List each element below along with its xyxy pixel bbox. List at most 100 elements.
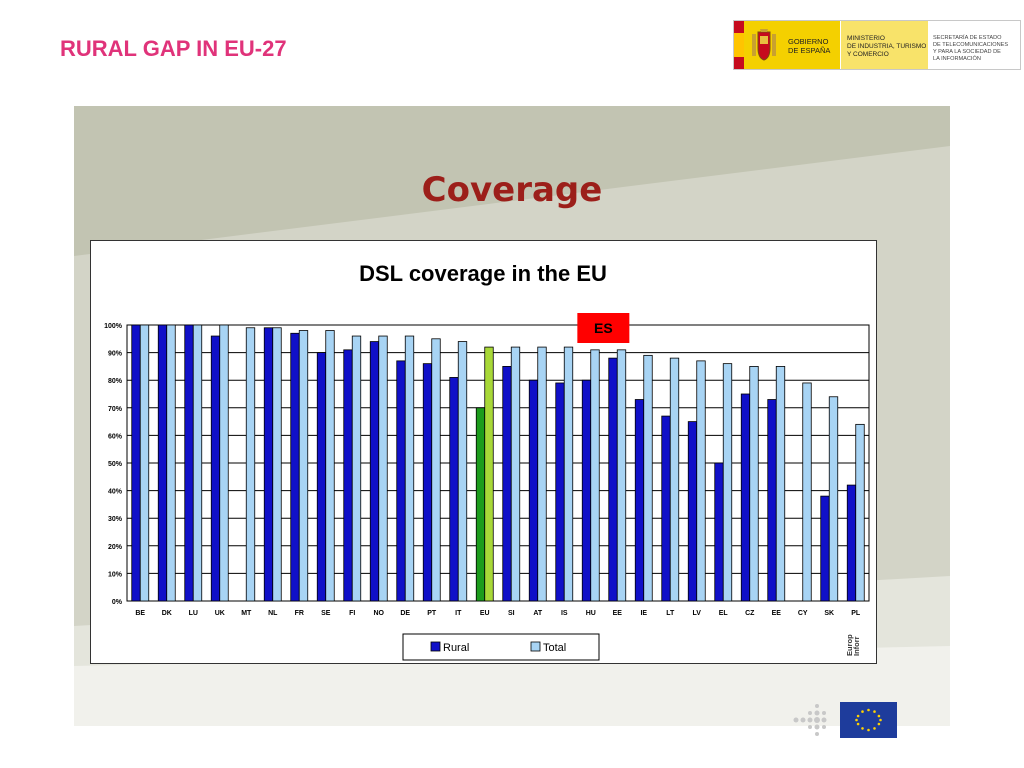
y-tick-label: 60%	[108, 433, 123, 440]
bar-rural	[687, 421, 698, 602]
y-tick-label: 70%	[108, 406, 123, 413]
bar-rural	[608, 357, 618, 602]
legend-swatch	[430, 641, 441, 652]
bar-rural	[767, 399, 777, 602]
bar-rural	[820, 495, 830, 602]
spain-flag-icon	[734, 21, 744, 69]
europe-information-label: Europ Inforr	[845, 634, 861, 656]
x-tick-label: HU	[586, 610, 596, 617]
bar-total	[378, 335, 388, 602]
dot-pattern-icon	[793, 704, 827, 736]
bar-rural	[714, 462, 724, 602]
bar-total	[298, 330, 309, 602]
panel-title: Coverage	[421, 170, 603, 210]
x-tick-label: LV	[693, 610, 702, 617]
y-tick-label: 80%	[108, 378, 123, 385]
bar-rural	[740, 393, 751, 602]
bar-total	[484, 346, 494, 602]
bar-total	[192, 324, 203, 602]
x-tick-label: DE	[400, 610, 410, 617]
bar-total	[219, 324, 229, 602]
legend-swatch	[530, 641, 541, 652]
logo-secretaria-text: SECRETARÍA DE ESTADO DE TELECOMUNICACION…	[928, 21, 1020, 69]
chart-container: DSL coverage in the EU 0% 10% 20% 30% 40% 50% 6…	[90, 240, 877, 664]
logo-gobierno-text: GOBIERNO DE ESPAÑA	[784, 21, 840, 69]
bar-rural	[210, 335, 221, 602]
logo-ministerio-text: MINISTERIO DE INDUSTRIA, TURISMO Y COMER…	[840, 21, 928, 69]
y-tick-label: 90%	[108, 351, 123, 358]
bar-total	[563, 346, 574, 602]
x-tick-label: CZ	[745, 610, 755, 617]
bar-total	[404, 335, 415, 602]
x-tick-label: SK	[824, 610, 834, 617]
bar-total	[457, 341, 468, 602]
x-tick-label: EE	[772, 610, 782, 617]
bar-rural	[343, 349, 353, 602]
plot-area-border	[126, 324, 870, 602]
x-tick-label: IS	[561, 610, 568, 617]
bar-rural	[581, 379, 592, 602]
bar-total	[431, 338, 441, 602]
bar-total	[669, 357, 680, 602]
bar-rural	[131, 324, 141, 602]
bar-total	[537, 346, 547, 602]
x-tick-label: PL	[851, 610, 861, 617]
bar-total	[722, 363, 733, 602]
y-tick-label: 20%	[108, 544, 123, 551]
bar-total	[802, 382, 812, 602]
bar-total	[749, 366, 759, 602]
x-tick-label: MT	[241, 610, 252, 617]
y-tick-label: 100%	[104, 323, 123, 330]
bar-total	[643, 354, 653, 602]
bar-total	[272, 327, 282, 602]
bar-rural	[290, 332, 300, 602]
x-tick-label: BE	[135, 610, 145, 617]
x-tick-label: IE	[640, 610, 647, 617]
y-tick-label: 30%	[108, 516, 123, 523]
y-tick-label: 40%	[108, 489, 123, 496]
bar-total	[325, 330, 335, 602]
x-tick-label: EU	[480, 610, 490, 617]
x-tick-label: LU	[189, 610, 198, 617]
y-tick-label: 0%	[112, 599, 123, 606]
bar-rural	[184, 324, 194, 602]
bar-total	[828, 396, 839, 602]
x-tick-label: NO	[374, 610, 385, 617]
x-tick-label: DK	[162, 610, 172, 617]
bar-rural	[475, 407, 486, 602]
annotation-box	[577, 313, 630, 343]
bar-rural	[846, 484, 857, 602]
x-tick-label: UK	[215, 610, 225, 617]
government-logo: GOBIERNO DE ESPAÑA MINISTERIO DE INDUSTR…	[733, 20, 1021, 70]
x-tick-label: EL	[719, 610, 729, 617]
bar-total	[351, 335, 362, 602]
x-tick-label: NL	[268, 610, 278, 617]
bar-rural	[555, 382, 565, 602]
bar-rural	[661, 415, 671, 602]
bar-rural	[157, 324, 168, 602]
x-tick-label: PT	[427, 610, 437, 617]
y-tick-label: 10%	[108, 571, 123, 578]
legend-label: Rural	[443, 642, 469, 654]
annotation-label: ES	[594, 320, 613, 336]
x-tick-label: CY	[798, 610, 808, 617]
coat-of-arms-icon	[744, 21, 784, 69]
x-tick-label: FI	[349, 610, 355, 617]
bar-total	[245, 327, 256, 602]
x-tick-label: LT	[666, 610, 675, 617]
x-tick-label: FR	[295, 610, 304, 617]
bar-total	[855, 423, 865, 602]
x-tick-label: SE	[321, 610, 331, 617]
bar-total	[510, 346, 521, 602]
slide-title: RURAL GAP IN EU-27	[60, 36, 287, 61]
bar-rural	[634, 399, 645, 602]
chart: DSL coverage in the EU 0% 10% 20% 30% 40% 50% 6…	[104, 261, 870, 661]
bar-rural	[528, 379, 539, 602]
bar-rural	[449, 377, 459, 602]
bar-rural	[502, 366, 512, 602]
bar-rural	[396, 360, 406, 602]
x-tick-label: EE	[613, 610, 623, 617]
bar-total	[775, 366, 786, 602]
bar-total	[166, 324, 176, 602]
x-tick-label: AT	[533, 610, 543, 617]
